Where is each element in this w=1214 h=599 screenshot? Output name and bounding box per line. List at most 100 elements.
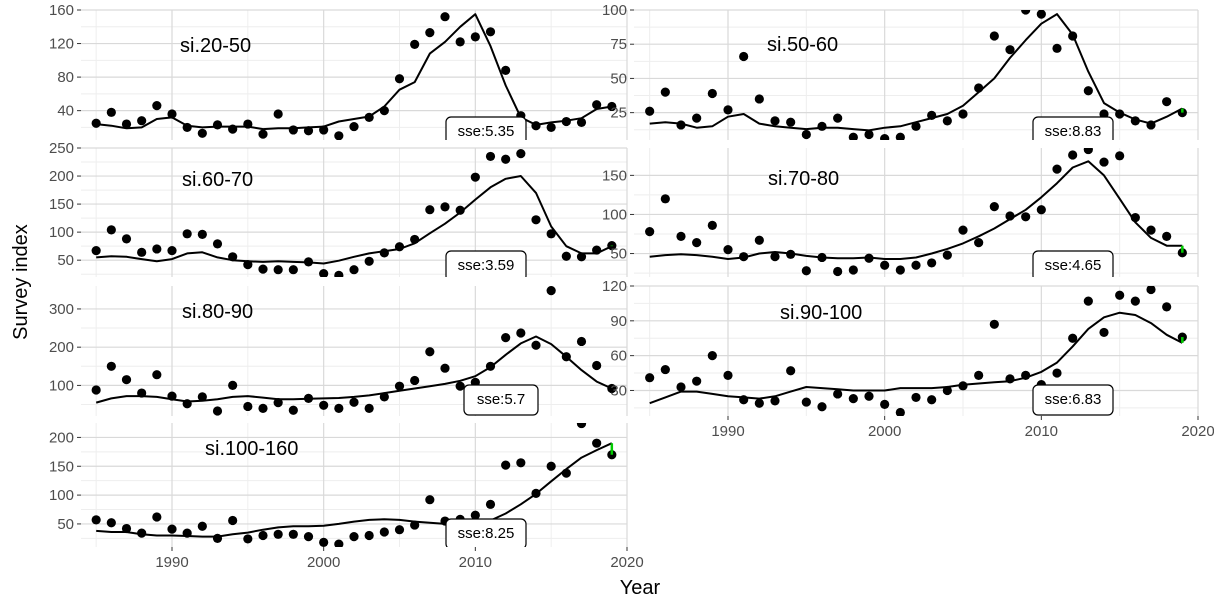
observed-point [212,239,223,249]
observed-point [470,172,480,182]
y-tick-label: 100 [49,487,74,504]
fitted-line [96,175,613,265]
observed-point [212,533,223,543]
observed-point [1162,97,1172,107]
observed-point [121,523,132,534]
observed-point [1146,225,1156,235]
observed-point [974,83,984,93]
observed-point [942,116,952,126]
sse-label-box: sse:3.59 [445,250,527,277]
observed-point [676,120,686,130]
observed-point [1162,231,1172,241]
observed-point [501,460,511,470]
observed-point [485,499,496,509]
y-axis-title: Survey index [10,224,32,340]
observed-point [364,530,374,541]
observed-point [228,252,238,262]
observed-point [1036,205,1046,215]
observed-point [786,249,796,259]
observed-point [880,399,890,409]
y-tick-label: 100 [602,2,627,19]
sse-label-text: sse:6.83 [1045,391,1102,408]
observed-point [531,488,541,498]
observed-point [607,383,617,394]
y-tick-label: 90 [610,313,627,330]
observed-point [212,406,223,416]
observed-point [576,252,587,262]
observed-point [319,400,329,410]
observed-point [754,235,764,245]
observed-point [167,524,177,534]
observed-point [182,399,192,409]
observed-point [707,88,717,99]
observed-point [739,395,749,405]
panel-title: si.80-90 [182,301,253,323]
panel-title: si.20-50 [180,35,251,57]
panel-si.100-160: 50 100 150 200 1990 2000 2010 2020 si.100-160 sse… [49,423,644,571]
observed-point [576,423,587,429]
observed-point [660,364,670,375]
observed-point [942,385,952,396]
observed-point [1021,10,1031,15]
observed-point [288,265,298,275]
observed-point [197,392,207,402]
observed-point [182,122,192,133]
y-tick-label: 200 [49,339,74,356]
observed-point [911,392,921,403]
plot-area [91,423,617,547]
panel-background [81,423,627,547]
observed-point [440,12,450,22]
x-axis-title: Year [620,577,661,599]
observed-point [379,106,389,116]
observed-point [349,121,359,132]
y-tick-label: 30 [610,382,627,399]
observed-point [958,225,968,235]
panel-si.20-50: 40 80 120 160 si.20-50 sse:5.35 [49,2,628,140]
panel-si.90-100: 30 60 90 120 1990 2000 2010 2020 si.90-100 sse:6.… [602,278,1214,440]
observed-point [1005,374,1015,384]
observed-point [848,265,858,275]
observed-point [974,370,984,380]
observed-point [676,231,686,241]
observed-point [911,121,921,131]
observed-point [1146,286,1156,295]
observed-point [864,391,874,401]
observed-point [1099,327,1109,338]
observed-point [1083,148,1093,155]
observed-point [739,51,749,62]
observed-point [723,105,733,115]
observed-point [607,101,617,112]
observed-point [425,347,435,357]
observed-point [1083,296,1093,306]
observed-point [303,257,314,267]
fitted-line [649,311,1183,405]
observed-point [561,352,571,362]
observed-point [197,128,207,138]
observed-point [676,382,686,392]
observed-point [989,31,999,41]
observed-point [1115,109,1125,119]
fitted-line [96,442,613,538]
y-tick-label: 40 [57,103,74,120]
observed-point [546,122,556,133]
panel-si.50-60: 25 50 75 100 si.50-60 sse:8.83 [602,2,1199,140]
observed-point [425,28,435,38]
observed-point [243,534,253,544]
observed-point [1005,211,1015,221]
observed-point [394,242,405,252]
observed-point [410,520,420,530]
observed-point [121,119,132,129]
observed-point [379,392,389,402]
observed-point [692,238,702,248]
observed-point [91,246,101,256]
observed-point [288,405,298,415]
observed-point [576,117,587,127]
observed-point [645,227,655,237]
fitted-line [649,160,1183,260]
plot-area [91,286,617,416]
panel-si.80-90: 100 200 300 si.80-90 sse:5.7 [49,286,628,416]
observed-point [1052,368,1062,378]
y-tick-label: 300 [49,301,74,318]
observed-point [927,395,937,405]
y-tick-label: 150 [602,167,627,184]
